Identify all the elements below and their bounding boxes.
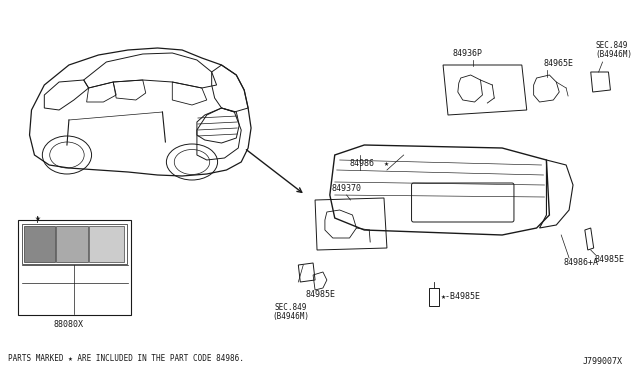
Text: ★: ★ (384, 159, 389, 168)
Text: 84986: 84986 (349, 159, 374, 168)
Text: 88080X: 88080X (54, 320, 84, 329)
Text: 84986+A: 84986+A (563, 258, 598, 267)
Text: 84985E: 84985E (595, 255, 625, 264)
Bar (18, 220, 131, 315)
Text: 84936P: 84936P (452, 49, 483, 58)
Bar (22, 224, 127, 264)
Text: (B4946M): (B4946M) (596, 50, 633, 59)
Text: (B4946M): (B4946M) (272, 312, 309, 321)
Text: 84985E: 84985E (306, 290, 336, 299)
Text: ★-B4985E: ★-B4985E (441, 292, 481, 301)
Text: SEC.849: SEC.849 (275, 303, 307, 312)
Text: J799007X: J799007X (582, 357, 623, 366)
Bar (88, 226, 124, 262)
Text: 84965E: 84965E (543, 59, 573, 68)
Text: ★: ★ (35, 213, 40, 223)
Text: 849370: 849370 (332, 184, 362, 193)
Text: PARTS MARKED ★ ARE INCLUDED IN THE PART CODE 84986.: PARTS MARKED ★ ARE INCLUDED IN THE PART … (8, 354, 243, 363)
Text: SEC.849: SEC.849 (596, 41, 628, 50)
Bar (24, 226, 55, 262)
Bar (429, 288, 439, 306)
Bar (56, 226, 88, 262)
